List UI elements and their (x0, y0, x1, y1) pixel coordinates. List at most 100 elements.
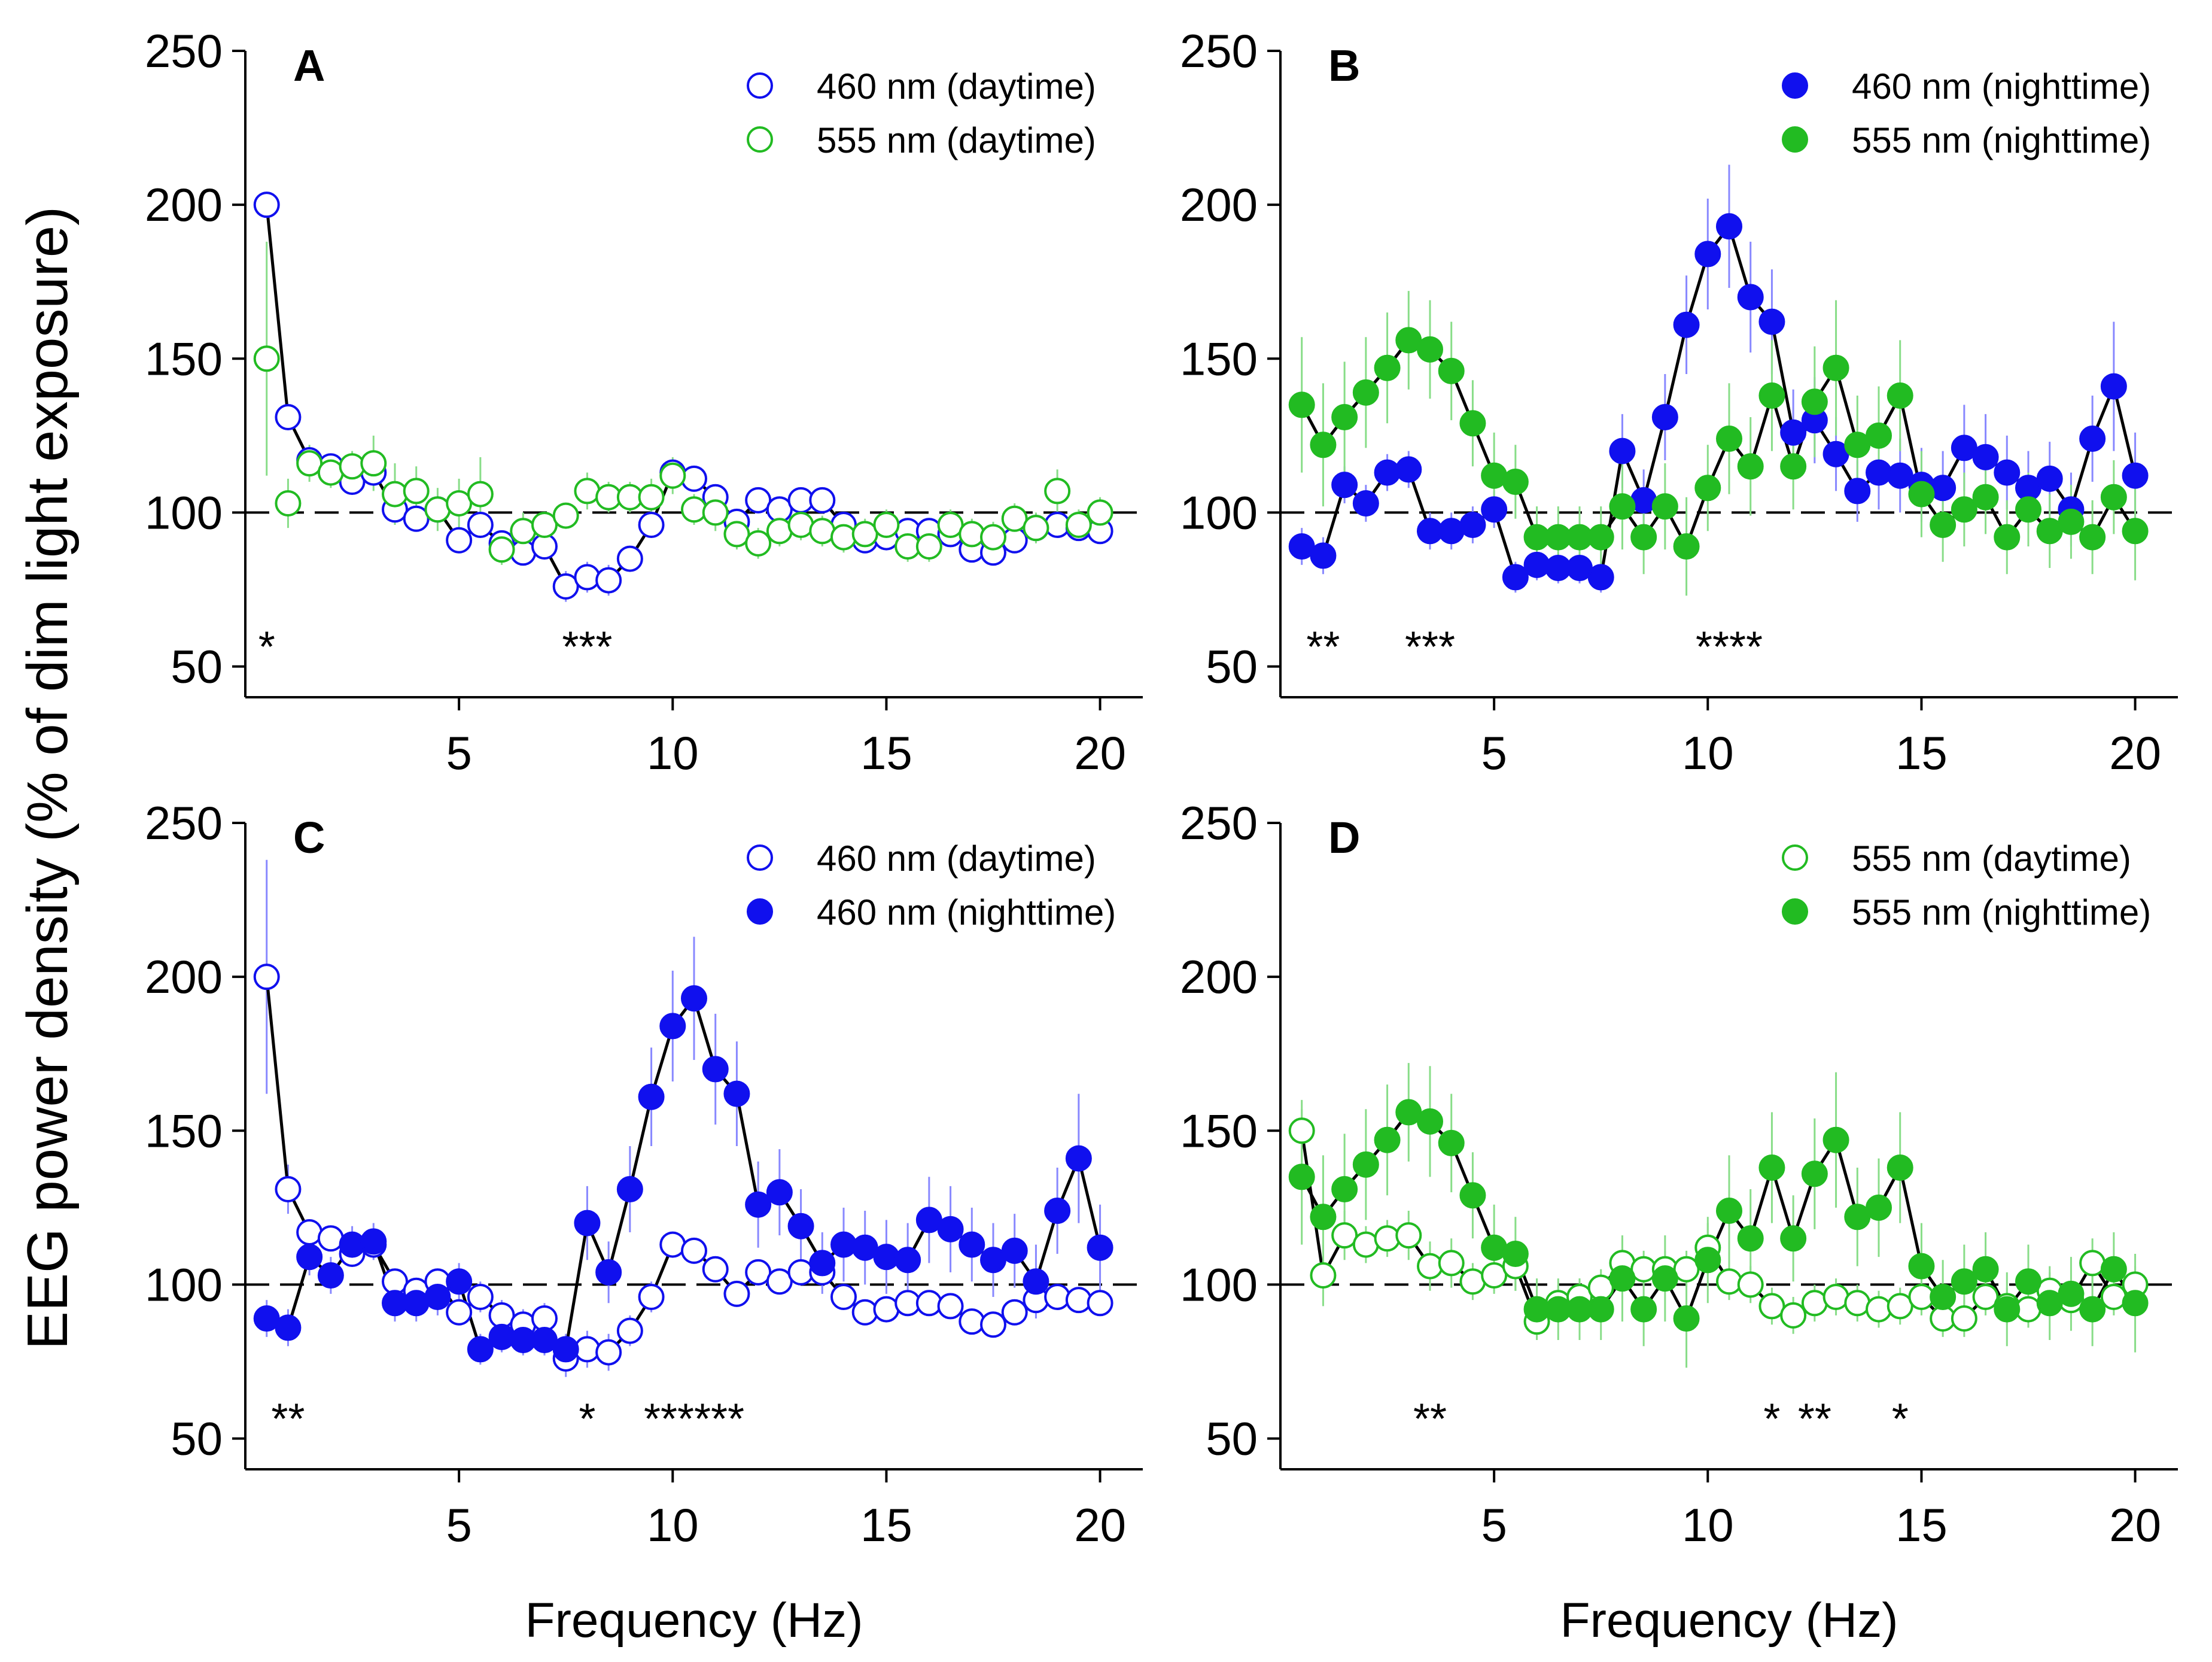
panel-c-series-2-point (424, 1284, 451, 1310)
panel-c-series-2-point (873, 1244, 900, 1271)
panel-a-y-tick-label: 50 (171, 640, 223, 693)
panel-b-series-1-point (1288, 533, 1315, 560)
panel-d-series-1-point (1417, 1253, 1443, 1280)
panel-d-series-1-point (1331, 1222, 1358, 1249)
panel-d-series-2-point (1822, 1126, 1849, 1153)
panel-a-series-2-point (1001, 505, 1028, 532)
panel-b-series-2-point (2079, 524, 2106, 551)
panel-a-series-2-point (1087, 499, 1113, 526)
panel-c-series-1-point (681, 1237, 707, 1264)
panel-c-series-2-point (723, 1080, 750, 1107)
panel-a-x-tick-label: 20 (1074, 727, 1126, 779)
panel-b-series-1-point (1523, 551, 1550, 578)
panel-b-x-tick-label: 15 (1895, 727, 1948, 779)
panel-b-series-1-point (1352, 490, 1379, 516)
panel-d-series-1-point (1801, 1290, 1828, 1317)
panel-c-series-1-point (745, 1259, 772, 1286)
panel-a-series-2-point (681, 496, 707, 523)
panel-c-series-2-point (552, 1336, 579, 1363)
panel-a-series-2-point (467, 481, 494, 508)
panel-b-series-1-point (1395, 456, 1422, 483)
panel-d-series-1-point (1866, 1296, 1892, 1323)
panel-b-series-2-point (2015, 496, 2041, 523)
panel-a-series-2-point (937, 512, 964, 538)
panel-d-series-1-point (1395, 1222, 1422, 1249)
panel-a-y-tick-label: 100 (145, 486, 223, 539)
panel-d-series-1-point (1758, 1293, 1785, 1320)
panel-d-series-2-point (1951, 1268, 1977, 1295)
panel-b-series-1-point (1780, 419, 1807, 446)
panel-d-series-1-point (1822, 1284, 1849, 1310)
panel-c-legend-marker (747, 898, 773, 925)
panel-c-series-2-point (446, 1268, 473, 1295)
panel-c-series-1-point (446, 1299, 473, 1326)
panel-d-x-tick-label: 10 (1682, 1499, 1734, 1551)
panel-d-series-2-point (1780, 1225, 1807, 1252)
panel-c-x-axis-label: Frequency (Hz) (525, 1593, 863, 1648)
panel-a-y-tick-label: 250 (145, 25, 223, 77)
panel-b-series-2-point (1866, 422, 1892, 449)
panel-c-x-tick-label: 15 (860, 1499, 912, 1551)
panel-b-series-1-point (1609, 437, 1636, 464)
panel-a-series-2-point (510, 518, 537, 545)
panel-b-series-2-point (1930, 512, 1957, 538)
panel-d-series-2-point (1438, 1129, 1465, 1156)
panel-b-series-2-point (1310, 432, 1337, 458)
panel-b-series-2-point (1395, 327, 1422, 354)
panel-b-series-1-point (1822, 440, 1849, 467)
panel-d-series-2-point (1737, 1225, 1764, 1252)
panel-a-series-2-point (339, 453, 366, 480)
panel-d-series-1-point (1737, 1271, 1764, 1298)
panel-b-series-1-point (1994, 459, 2021, 486)
panel-b-series-2-point (1630, 524, 1657, 551)
panel-c-series-1-point (1087, 1290, 1113, 1317)
panel-b-y-tick-label: 100 (1180, 486, 1258, 539)
panel-b-significance-marker: **** (1696, 624, 1763, 672)
panel-a-series-1-point (745, 487, 772, 514)
panel-b-series-1-point (2079, 426, 2106, 452)
panel-c-series-2-point (1044, 1198, 1071, 1224)
panel-c-series-1-point (980, 1311, 1006, 1338)
panel-b-series-2-point (1417, 336, 1443, 363)
panel-a-series-1-point (446, 527, 473, 554)
panel-a: 50 100 150 200 250 5 10 15 20 A 460 nm (daytime) 55… (145, 25, 1143, 779)
panel-a-series-2-point (723, 521, 750, 548)
panel-c-series-2-point (1087, 1234, 1113, 1261)
panel-b-series-1-point (1758, 308, 1785, 335)
panel-c-series-2-point (574, 1210, 601, 1236)
panel-a-significance-marker: * (258, 624, 275, 672)
panel-a-series-1-point (595, 567, 622, 594)
panel-b-series-1-point (1438, 518, 1465, 545)
panel-a-series-2-point (317, 459, 344, 486)
panel-c-series-1-point (915, 1290, 942, 1317)
panel-b-series-1-point (1972, 443, 1999, 470)
panel-b-series-2-point (1288, 391, 1315, 418)
panel-d-series-2-point (2015, 1268, 2041, 1295)
panel-c-y-tick-label: 150 (145, 1104, 223, 1157)
panel-c-series-2-point (659, 1013, 686, 1040)
panel-a-series-2-point (296, 450, 323, 477)
panel-a-series-1-point (275, 404, 302, 430)
panel-a-x-tick-label: 5 (446, 727, 471, 779)
panel-d-x-axis-label: Frequency (Hz) (1560, 1593, 1898, 1648)
panel-c-series-1-point (766, 1268, 793, 1295)
panel-b-x-tick-label: 20 (2109, 727, 2161, 779)
panel-b-series-2-point (1352, 379, 1379, 406)
panel-b-series-2-point (1459, 410, 1486, 437)
panel-b-series-2-point (1737, 453, 1764, 480)
panel-b-series-1-point (1673, 311, 1700, 338)
panel-c-series-2-point (616, 1176, 643, 1202)
panel-d-series-1-point (1951, 1305, 1977, 1332)
panel-b-series-2-point (1716, 426, 1742, 452)
panel-b-series-1-point (1566, 555, 1593, 581)
panel-a-series-2-point (766, 518, 793, 545)
panel-b-series-1-point (1310, 542, 1337, 569)
panel-d-series-2-point (1694, 1247, 1721, 1274)
panel-a-legend-marker (747, 126, 773, 153)
panel-a-series-1-point (253, 192, 280, 218)
panel-b-series-2-point (2058, 508, 2085, 535)
panel-c-significance-marker: ** (271, 1396, 305, 1444)
panel-a-series-2-point (1065, 512, 1092, 538)
panel-b-series-1-point (1694, 241, 1721, 268)
panel-b-series-2-point (1844, 432, 1871, 458)
